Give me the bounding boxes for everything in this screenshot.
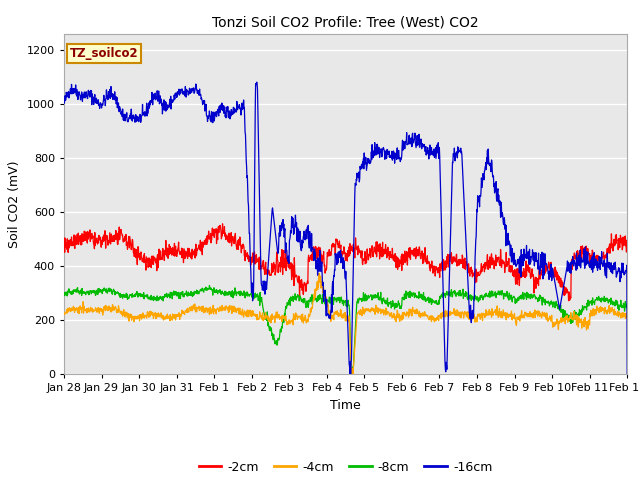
Y-axis label: Soil CO2 (mV): Soil CO2 (mV): [8, 160, 21, 248]
Legend: -2cm, -4cm, -8cm, -16cm: -2cm, -4cm, -8cm, -16cm: [194, 456, 498, 479]
Text: TZ_soilco2: TZ_soilco2: [70, 47, 138, 60]
X-axis label: Time: Time: [330, 399, 361, 412]
Title: Tonzi Soil CO2 Profile: Tree (West) CO2: Tonzi Soil CO2 Profile: Tree (West) CO2: [212, 16, 479, 30]
